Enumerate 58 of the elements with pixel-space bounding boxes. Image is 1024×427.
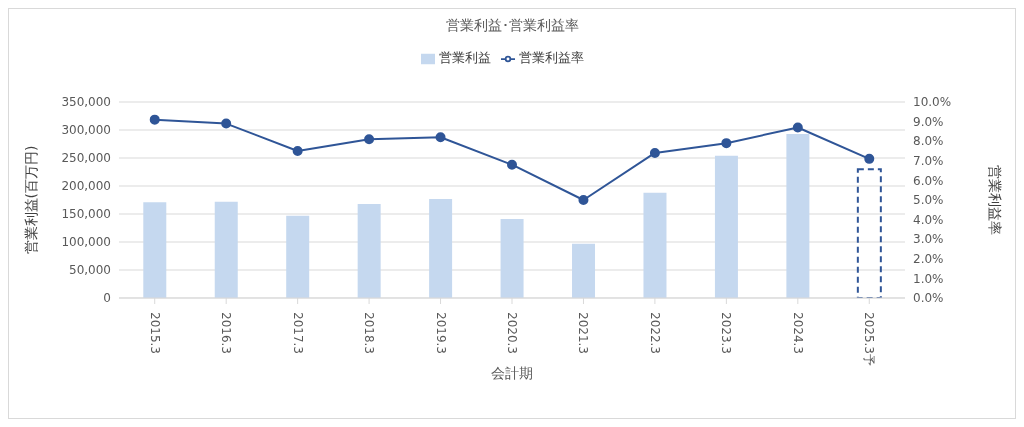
y-tick-label: 150,000: [61, 207, 111, 222]
y-tick-label: 100,000: [61, 235, 111, 250]
y-axis-title: 営業利益(百万円): [22, 145, 39, 255]
x-tick-label: 2021.3: [576, 312, 591, 354]
bar: [856, 168, 882, 298]
legend-label: 営業利益率: [518, 50, 584, 65]
point: [507, 159, 517, 170]
x-tick-label: 2016.3: [219, 312, 234, 354]
point: [578, 195, 589, 205]
y2-tick-label: 6.0%: [913, 173, 944, 188]
point: [649, 147, 660, 158]
y2-tick-label: 9.0%: [913, 114, 944, 129]
point: [792, 122, 803, 133]
bar: [286, 215, 310, 298]
y-tick-label: 250,000: [61, 151, 111, 166]
point: [221, 118, 232, 129]
y2-tick-label: 3.0%: [913, 232, 944, 247]
x-tick-label: 2024.3: [790, 312, 805, 354]
bar: [214, 201, 238, 298]
y2-tick-label: 10.0%: [913, 95, 952, 110]
y2-tick-label: 4.0%: [913, 212, 944, 227]
point: [149, 114, 160, 125]
bar: [786, 133, 810, 298]
y-tick-label: 300,000: [61, 123, 111, 138]
x-tick-label: 2022.3: [647, 312, 662, 354]
x-tick-label: 2019.3: [433, 312, 448, 354]
y2-tick-label: 2.0%: [913, 252, 944, 267]
legend-label: 営業利益: [438, 50, 491, 65]
y-tick-label: 50,000: [69, 263, 111, 278]
point: [721, 138, 732, 149]
bar: [357, 203, 381, 298]
x-tick-label: 2015.3: [147, 312, 162, 354]
y2-tick-label: 0.0%: [913, 291, 944, 306]
bar: [500, 219, 524, 298]
bar: [429, 198, 453, 298]
y2-tick-label: 1.0%: [913, 271, 944, 286]
bar: [714, 155, 738, 298]
chart-title: 営業利益･営業利益率: [444, 17, 580, 35]
x-tick-label: 2018.3: [362, 312, 377, 354]
bar: [643, 192, 667, 298]
point: [292, 146, 303, 156]
y2-tick-label: 5.0%: [913, 193, 944, 208]
y-tick-label: 200,000: [61, 179, 111, 194]
bar: [143, 202, 167, 298]
point: [364, 134, 375, 145]
y-tick-label: 350,000: [61, 95, 111, 110]
x-tick-label: 2020.3: [505, 312, 519, 354]
point: [864, 153, 875, 164]
x-tick-label: 2017.3: [290, 312, 305, 354]
y2-tick-label: 7.0%: [913, 154, 944, 169]
y2-tick-label: 8.0%: [913, 134, 944, 149]
y-tick-label: 0: [103, 291, 111, 306]
point: [435, 132, 446, 143]
x-tick-label: 2023.3: [719, 312, 734, 354]
x-tick-label: 2025.3予: [862, 312, 877, 366]
x-axis-title: 会計期: [491, 365, 533, 381]
bar: [572, 243, 596, 298]
y2-axis-title: 営業利益率: [987, 165, 1004, 235]
